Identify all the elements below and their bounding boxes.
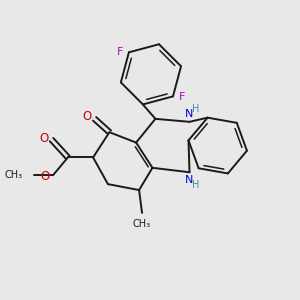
Text: CH₃: CH₃ bbox=[4, 170, 22, 180]
Text: N: N bbox=[185, 110, 194, 119]
Text: O: O bbox=[39, 132, 48, 145]
Text: F: F bbox=[179, 92, 186, 102]
Text: H: H bbox=[192, 180, 200, 190]
Text: N: N bbox=[185, 175, 194, 185]
Text: O: O bbox=[82, 110, 91, 123]
Text: H: H bbox=[192, 104, 200, 114]
Text: F: F bbox=[117, 47, 123, 57]
Text: CH₃: CH₃ bbox=[133, 219, 151, 230]
Text: O: O bbox=[40, 170, 50, 183]
